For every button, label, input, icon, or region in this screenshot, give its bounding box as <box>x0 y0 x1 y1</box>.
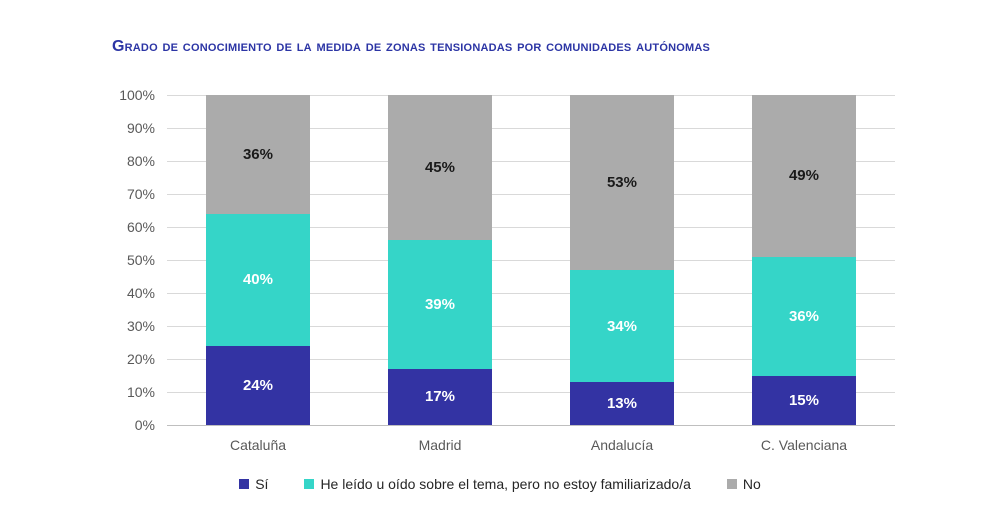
x-category-label: Cataluña <box>229 437 287 453</box>
bar-segment: 39% <box>387 240 493 369</box>
legend-item: Sí <box>239 476 268 492</box>
bar-stack: 36% 40% 24% <box>205 95 311 425</box>
bar-stack: 45% 39% 17% <box>387 95 493 425</box>
bar-segment: 36% <box>205 95 311 214</box>
bar-segment: 49% <box>751 95 857 257</box>
chart-title: Grado de conocimiento de la medida de zo… <box>112 38 711 55</box>
x-axis-labels: Cataluña Madrid Andalucía C. Valenciana <box>167 437 895 453</box>
y-tick-label: 80% <box>126 153 155 169</box>
bar-value-label: 17% <box>424 388 455 406</box>
legend-label: No <box>742 476 761 492</box>
y-tick-label: 50% <box>126 252 155 268</box>
bar-stack: 49% 36% 15% <box>751 95 857 425</box>
bar-segment: 24% <box>205 345 311 425</box>
bar-segment: 15% <box>751 375 857 425</box>
legend-swatch-icon <box>304 479 315 489</box>
y-tick-label: 40% <box>126 285 155 301</box>
bar-value-label: 15% <box>788 391 819 409</box>
y-axis: 0% 10% 20% 30% 40% 50% 60% 70% 80% 90% 100% <box>100 87 155 433</box>
bar-value-label: 45% <box>424 159 455 177</box>
y-tick-label: 60% <box>126 219 155 235</box>
bar-value-label: 36% <box>788 307 819 325</box>
bar-column-0: 36% 40% 24% <box>167 95 349 425</box>
legend-swatch-icon <box>726 479 737 489</box>
legend-label: Sí <box>255 476 269 492</box>
gridline <box>167 326 895 327</box>
plot-area: 36% 40% 24% 45% 39% 17% 53% 34% 13% 49% 36% 15% <box>167 95 895 426</box>
x-category-label: Madrid <box>418 437 462 453</box>
bar-column-1: 45% 39% 17% <box>349 95 531 425</box>
gridline <box>167 227 895 228</box>
gridline <box>167 161 895 162</box>
legend-swatch-icon <box>239 479 250 489</box>
bar-column-2: 53% 34% 13% <box>531 95 713 425</box>
bar-value-label: 24% <box>242 376 273 394</box>
legend-item: No <box>726 476 761 492</box>
gridline <box>167 425 895 426</box>
y-tick-label: 10% <box>126 384 155 400</box>
bar-columns: 36% 40% 24% 45% 39% 17% 53% 34% 13% 49% 36% 15% <box>167 95 895 425</box>
gridline <box>167 293 895 294</box>
y-tick-label: 100% <box>119 87 155 103</box>
y-tick-label: 30% <box>126 318 155 334</box>
gridline <box>167 260 895 261</box>
gridline <box>167 359 895 360</box>
y-tick-label: 90% <box>126 120 155 136</box>
bar-value-label: 34% <box>606 317 637 335</box>
legend-item: He leído u oído sobre el tema, pero no e… <box>304 476 691 492</box>
bar-stack: 53% 34% 13% <box>569 95 675 425</box>
legend-label: He leído u oído sobre el tema, pero no e… <box>320 476 691 492</box>
bar-value-label: 49% <box>788 167 819 185</box>
bar-value-label: 36% <box>242 145 273 163</box>
bar-value-label: 39% <box>424 296 455 314</box>
gridline <box>167 95 895 96</box>
x-category-label: Andalucía <box>590 437 654 453</box>
bar-segment: 36% <box>751 256 857 376</box>
y-tick-label: 0% <box>134 417 155 433</box>
gridline <box>167 128 895 129</box>
bar-segment: 40% <box>205 213 311 346</box>
bar-segment: 13% <box>569 382 675 425</box>
gridline <box>167 392 895 393</box>
bar-value-label: 53% <box>606 173 637 191</box>
gridline <box>167 194 895 195</box>
bar-column-3: 49% 36% 15% <box>713 95 895 425</box>
bar-segment: 34% <box>569 269 675 383</box>
y-tick-label: 20% <box>126 351 155 367</box>
legend: Sí He leído u oído sobre el tema, pero no… <box>0 476 1000 492</box>
bar-value-label: 13% <box>606 395 637 413</box>
bar-segment: 17% <box>387 368 493 425</box>
bar-segment: 45% <box>387 95 493 241</box>
bar-value-label: 40% <box>242 271 273 289</box>
bar-segment: 53% <box>569 95 675 270</box>
x-category-label: C. Valenciana <box>760 437 848 453</box>
y-tick-label: 70% <box>126 186 155 202</box>
